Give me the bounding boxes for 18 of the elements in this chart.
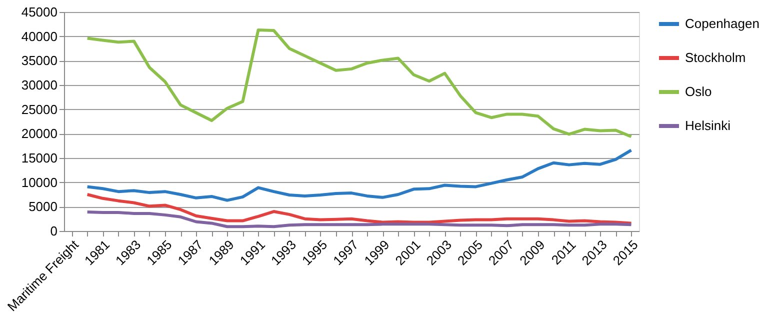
line-series [86, 210, 633, 228]
y-tick-label: 35000 [21, 53, 58, 68]
legend-label: Helsinki [685, 118, 731, 133]
legend-label: Oslo [685, 84, 712, 99]
y-tick-label: 45000 [21, 4, 58, 20]
y-tick-label: 20000 [21, 126, 58, 142]
y-tick-label: 5000 [28, 199, 58, 214]
legend-label: Copenhagen [685, 16, 760, 31]
line-series [86, 193, 633, 225]
legend-label: Stockholm [685, 50, 746, 65]
line-series [86, 28, 633, 138]
line-series [86, 148, 633, 202]
y-tick-label: 10000 [21, 174, 58, 190]
y-tick-label: 0 [50, 224, 58, 238]
y-tick-label: 30000 [21, 78, 58, 92]
y-tick-label: 25000 [21, 102, 58, 117]
y-tick-label: 15000 [21, 150, 58, 166]
y-tick-label: 40000 [21, 28, 58, 44]
